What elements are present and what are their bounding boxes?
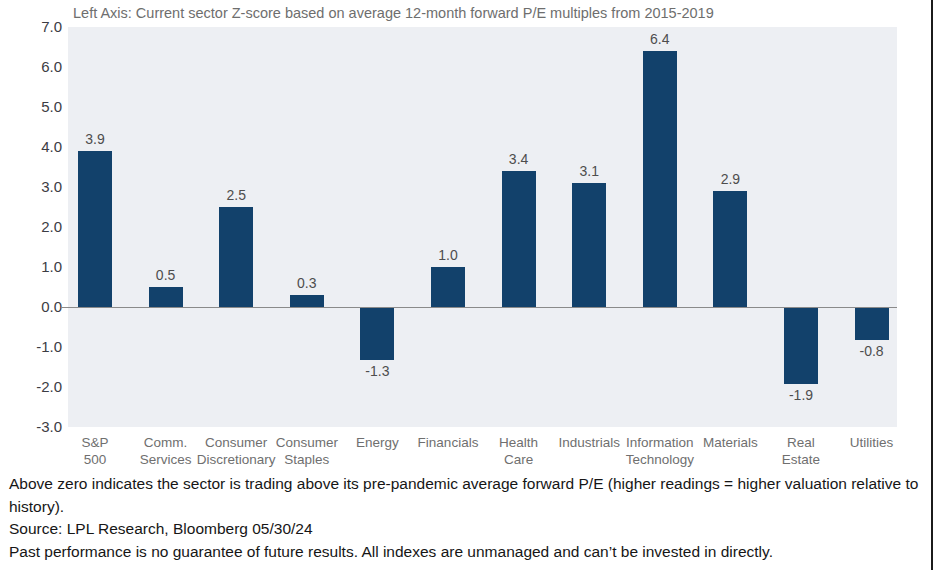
y-tick-label: 1.0 xyxy=(0,258,62,276)
value-label-information-technology: 6.4 xyxy=(628,31,692,47)
bar-industrials xyxy=(572,183,606,307)
y-tick-label: 7.0 xyxy=(0,18,62,36)
y-tick-label: 2.0 xyxy=(0,218,62,236)
bar-consumer-staples xyxy=(290,295,324,307)
bar-real-estate xyxy=(784,308,818,384)
value-label-real-estate: -1.9 xyxy=(769,387,833,403)
bar-materials xyxy=(713,191,747,307)
x-tick-label-utilities: Utilities xyxy=(816,435,928,452)
value-label-energy: -1.3 xyxy=(345,363,409,379)
y-tick-label: -2.0 xyxy=(0,378,62,396)
bar-utilities xyxy=(855,308,889,340)
value-label-industrials: 3.1 xyxy=(557,163,621,179)
y-tick-label: -1.0 xyxy=(0,338,62,356)
value-label-consumer-staples: 0.3 xyxy=(275,275,339,291)
zero-axis-line xyxy=(61,307,897,308)
y-tick-label: 5.0 xyxy=(0,98,62,116)
bar-health-care xyxy=(502,171,536,307)
chart-page: Left Axis: Current sector Z-score based … xyxy=(0,0,933,570)
y-tick-label: -3.0 xyxy=(0,418,62,436)
footnotes: Above zero indicates the sector is tradi… xyxy=(9,473,927,563)
value-label-s-p-500: 3.9 xyxy=(63,131,127,147)
y-tick-label: 4.0 xyxy=(0,138,62,156)
chart-title: Left Axis: Current sector Z-score based … xyxy=(73,5,714,21)
y-tick-label: 3.0 xyxy=(0,178,62,196)
value-label-consumer-discretionary: 2.5 xyxy=(204,187,268,203)
value-label-comm-services: 0.5 xyxy=(134,267,198,283)
bar-financials xyxy=(431,267,465,307)
y-tick-label: 6.0 xyxy=(0,58,62,76)
bar-energy xyxy=(360,308,394,360)
bar-comm-services xyxy=(149,287,183,307)
bar-chart: Left Axis: Current sector Z-score based … xyxy=(0,0,933,470)
value-label-financials: 1.0 xyxy=(416,247,480,263)
bar-information-technology xyxy=(643,51,677,307)
bar-s-p-500 xyxy=(78,151,112,307)
y-tick-label: 0.0 xyxy=(0,298,62,316)
bar-consumer-discretionary xyxy=(219,207,253,307)
value-label-health-care: 3.4 xyxy=(487,151,551,167)
footnote-disclosure: Past performance is no guarantee of futu… xyxy=(9,541,927,564)
footnote-source: Source: LPL Research, Bloomberg 05/30/24 xyxy=(9,518,927,541)
value-label-materials: 2.9 xyxy=(698,171,762,187)
footnote-explainer: Above zero indicates the sector is tradi… xyxy=(9,473,927,518)
value-label-utilities: -0.8 xyxy=(840,343,904,359)
plot-area: 3.90.52.50.3-1.31.03.43.16.42.9-1.9-0.8 xyxy=(68,27,897,427)
